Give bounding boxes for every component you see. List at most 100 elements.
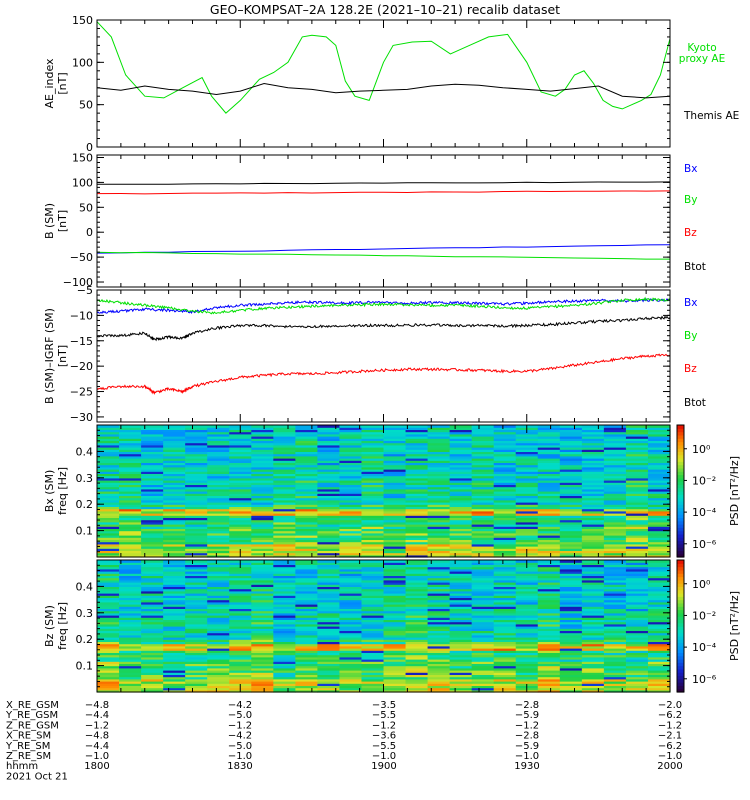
spectrogram-cell [251,427,274,430]
spectrogram-cell [339,643,363,647]
spectrogram-cell [185,521,208,525]
spectrogram-cell [405,667,429,671]
spectrogram-cell [185,681,208,684]
spectrogram-cell [163,615,186,618]
spectrogram-cell [427,683,451,686]
spectrogram-cell [361,626,385,629]
spectrogram-cell [163,626,186,629]
spectrogram-cell [185,667,208,671]
spectrogram-cell [229,661,252,664]
spectrogram-cell [97,601,120,605]
spectrogram-cell [229,486,252,490]
legend-label: Bz [684,363,697,375]
spectrogram-cell [141,497,164,501]
spectrogram-cell [581,577,605,581]
spectrogram-cell [273,552,296,556]
spectrogram-cell [603,484,627,488]
spectrogram-cell [119,532,142,536]
spectrogram-cell [625,648,649,651]
spectrogram-cell [493,623,517,627]
spectrogram-cell [603,579,627,583]
spectrogram-cell [97,650,120,653]
ephemeris-value: −2.1 [658,731,682,742]
spectrogram-cell [273,502,296,505]
spectrogram-cell [471,573,495,576]
spectrogram-cell [427,584,451,587]
spectrogram-cell [229,568,252,572]
spectrogram-cell [625,612,649,616]
spectrogram-cell [361,617,385,620]
spectrogram-cell [339,628,363,631]
spectrogram-cell [559,606,583,609]
spectrogram-cell [603,689,627,693]
spectrogram-cell [273,617,296,620]
spectrogram-cell [317,517,341,521]
spectrogram-cell [295,537,318,540]
spectrogram-cell [493,552,517,556]
spectrogram-cell [185,519,208,523]
spectrogram-cell [317,491,341,494]
spectrogram-cell [405,573,429,576]
spectrogram-cell [493,550,517,554]
spectrogram-cell [383,566,407,570]
spectrogram-cell [251,634,274,638]
spectrogram-cell [383,573,407,576]
spectrogram-cell [537,573,561,576]
spectrogram-cell [207,552,230,556]
spectrogram-cell [559,599,583,603]
spectrogram-cell [625,681,649,684]
spectrogram-cell [405,491,429,494]
spectrogram-cell [603,541,627,545]
spectrogram-cell [339,604,363,607]
spectrogram-cell [427,685,451,689]
spectrogram-cell [471,550,495,554]
spectrogram-cell [471,524,495,527]
spectrogram-cell [163,502,186,505]
spectrogram-cell [317,471,341,474]
spectrogram-cell [471,626,495,629]
spectrogram-cell [97,464,120,468]
spectrogram-cell [163,488,186,492]
spectrogram-cell [515,515,539,518]
spectrogram-cell [229,678,252,682]
spectrogram-cell [581,546,605,549]
spectrogram-cell [97,440,120,444]
spectrogram-cell [383,449,407,452]
spectrogram-cell [141,595,164,598]
spectrogram-cell [361,687,385,691]
spectrogram-cell [581,539,605,543]
spectrogram-cell [405,648,429,651]
spectrogram-cell [537,568,561,572]
spectrogram-cell [427,550,451,554]
spectrogram-cell [119,508,142,512]
spectrogram-cell [647,458,671,461]
spectrogram-cell [317,433,341,437]
spectrogram-cell [383,597,407,601]
spectrogram-cell [581,571,605,574]
spectrogram-cell [295,610,318,614]
spectrogram-cell [427,495,451,499]
3-ytick-label: 0.2 [76,498,94,511]
spectrogram-cell [581,586,605,590]
spectrogram-cell [383,579,407,583]
spectrogram-cell [581,453,605,457]
spectrogram-cell [97,451,120,455]
spectrogram-cell [185,455,208,459]
spectrogram-cell [603,674,627,678]
spectrogram-cell [97,641,120,645]
spectrogram-cell [119,554,142,558]
spectrogram-cell [185,610,208,614]
spectrogram-cell [273,438,296,441]
spectrogram-cell [295,632,318,636]
spectrogram-cell [559,670,583,673]
spectrogram-cell [339,637,363,640]
spectrogram-cell [273,588,296,592]
spectrogram-cell [427,458,451,461]
spectrogram-cell [119,573,142,576]
spectrogram-cell [163,499,186,503]
colorbar-swatch [677,668,684,673]
legend-label: Btot [684,261,706,273]
spectrogram-cell [185,444,208,448]
ephemeris-value: −1.2 [372,720,396,731]
spectrogram-cell [581,623,605,627]
